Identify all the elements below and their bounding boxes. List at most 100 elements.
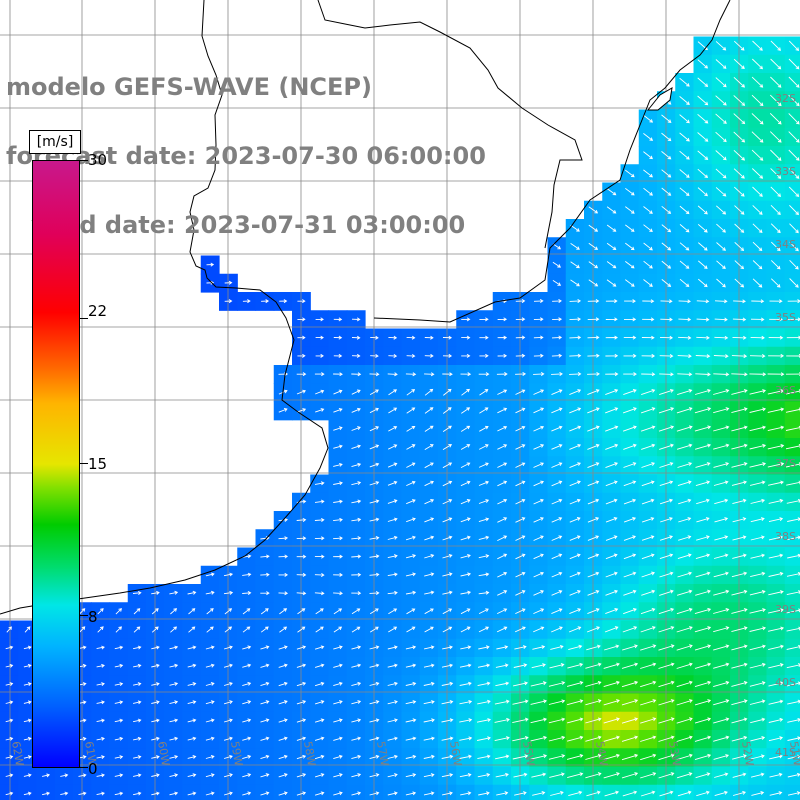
wind-arrow (387, 718, 398, 723)
wind-arrow (533, 444, 545, 450)
wind-arrow (569, 443, 582, 450)
wind-arrow (569, 462, 581, 469)
wind-arrow (551, 443, 563, 450)
wind-arrow (333, 554, 343, 559)
wind-arrow (260, 736, 270, 741)
wind-arrow (315, 389, 325, 395)
wind-arrow (369, 626, 379, 633)
speed-cell (273, 784, 293, 800)
wind-arrow (659, 480, 674, 487)
wind-arrow (770, 260, 781, 270)
wind-arrow (679, 96, 690, 105)
wind-arrow (460, 517, 471, 523)
speed-cell (200, 784, 220, 800)
wind-arrow (405, 681, 417, 686)
wind-arrow (205, 572, 215, 577)
wind-arrow (314, 554, 325, 559)
wind-arrow (478, 608, 489, 615)
wind-arrow (114, 791, 124, 796)
wind-arrow (676, 662, 693, 669)
wind-arrow (623, 335, 637, 340)
wind-arrow (731, 680, 748, 687)
wind-arrow (424, 517, 435, 523)
wind-arrow (551, 335, 563, 340)
wind-arrow (296, 700, 307, 705)
wind-arrow (405, 554, 417, 559)
wind-arrow (641, 372, 656, 377)
wind-arrow (260, 626, 269, 633)
wind-arrow (750, 772, 765, 778)
wind-arrow (643, 133, 654, 141)
wind-arrow (731, 389, 748, 395)
wind-arrow (206, 626, 214, 633)
wind-arrow (713, 717, 730, 724)
wind-arrow (588, 206, 599, 214)
wind-arrow (697, 132, 709, 142)
wind-arrow (497, 535, 508, 542)
wind-arrow (659, 443, 674, 450)
wind-arrow (587, 535, 600, 541)
speed-cell (784, 146, 800, 165)
wind-arrow (569, 498, 581, 505)
wind-arrow (497, 462, 508, 468)
wind-arrow (169, 736, 179, 741)
wind-arrow (279, 626, 288, 633)
wind-arrow (696, 517, 710, 523)
lat-label: 39S (775, 603, 796, 616)
wind-arrow (713, 388, 730, 395)
wind-arrow (442, 645, 453, 650)
wind-arrow (679, 169, 690, 178)
wind-arrow (570, 224, 580, 232)
wind-arrow (677, 388, 693, 396)
wind-arrow (714, 790, 728, 797)
wind-arrow (603, 680, 620, 688)
colorbar-tick-mark (80, 767, 88, 768)
wind-arrow (548, 735, 566, 742)
wind-arrow (678, 299, 691, 304)
wind-arrow (733, 168, 745, 179)
wind-arrow (460, 425, 471, 432)
wind-arrow (679, 187, 690, 196)
wind-arrow (423, 736, 435, 741)
wind-arrow (405, 372, 417, 377)
wind-arrow (752, 278, 763, 288)
wind-arrow (497, 498, 508, 505)
wind-arrow (442, 535, 453, 541)
wind-arrow (479, 425, 489, 432)
wind-arrow (643, 224, 653, 233)
wind-arrow (533, 535, 544, 541)
wind-arrow (406, 499, 416, 505)
wind-arrow (224, 280, 233, 285)
wind-arrow (731, 462, 748, 468)
wind-arrow (566, 680, 584, 687)
wind-arrow (551, 389, 563, 396)
wind-arrow (424, 407, 434, 414)
wind-arrow (770, 149, 782, 161)
wind-arrow (569, 425, 582, 432)
wind-arrow (622, 407, 637, 414)
wind-arrow (188, 608, 196, 615)
wind-arrow (296, 663, 307, 668)
wind-arrow (79, 626, 86, 633)
wind-arrow (497, 571, 508, 578)
wind-arrow (188, 626, 196, 633)
wind-arrow (641, 353, 656, 358)
wind-arrow (151, 663, 160, 668)
wind-arrow (713, 699, 730, 706)
wind-arrow (351, 754, 362, 760)
wind-arrow (369, 754, 380, 760)
wind-arrow (531, 772, 547, 778)
wind-arrow (479, 389, 489, 396)
wind-arrow (169, 700, 179, 705)
wind-arrow (60, 773, 69, 778)
wind-arrow (351, 389, 361, 395)
wind-arrow (643, 260, 653, 269)
wind-arrow (605, 372, 619, 377)
wind-arrow (223, 773, 233, 778)
wind-arrow (351, 536, 362, 541)
wind-arrow (533, 517, 544, 523)
forecast-date: forecast date: 2023-07-30 06:00:00 (6, 142, 486, 170)
wind-arrow (497, 335, 508, 340)
wind-arrow (424, 626, 434, 633)
wind-arrow (749, 480, 766, 486)
